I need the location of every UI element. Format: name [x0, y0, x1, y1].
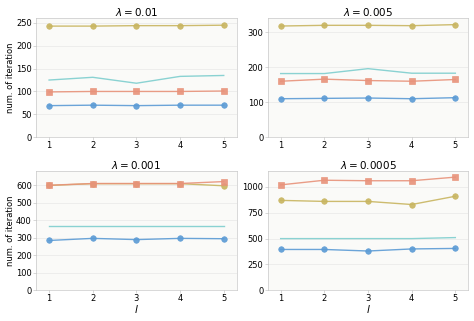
Title: $\lambda = 0.005$: $\lambda = 0.005$	[343, 5, 393, 18]
Y-axis label: num. of iteration: num. of iteration	[6, 195, 15, 266]
Y-axis label: num. of iteration: num. of iteration	[6, 42, 15, 113]
X-axis label: $l$: $l$	[365, 303, 370, 316]
Title: $\lambda = 0.0005$: $\lambda = 0.0005$	[339, 159, 396, 171]
X-axis label: $l$: $l$	[134, 303, 139, 316]
Title: $\lambda = 0.001$: $\lambda = 0.001$	[111, 159, 162, 171]
Title: $\lambda = 0.01$: $\lambda = 0.01$	[115, 5, 158, 18]
